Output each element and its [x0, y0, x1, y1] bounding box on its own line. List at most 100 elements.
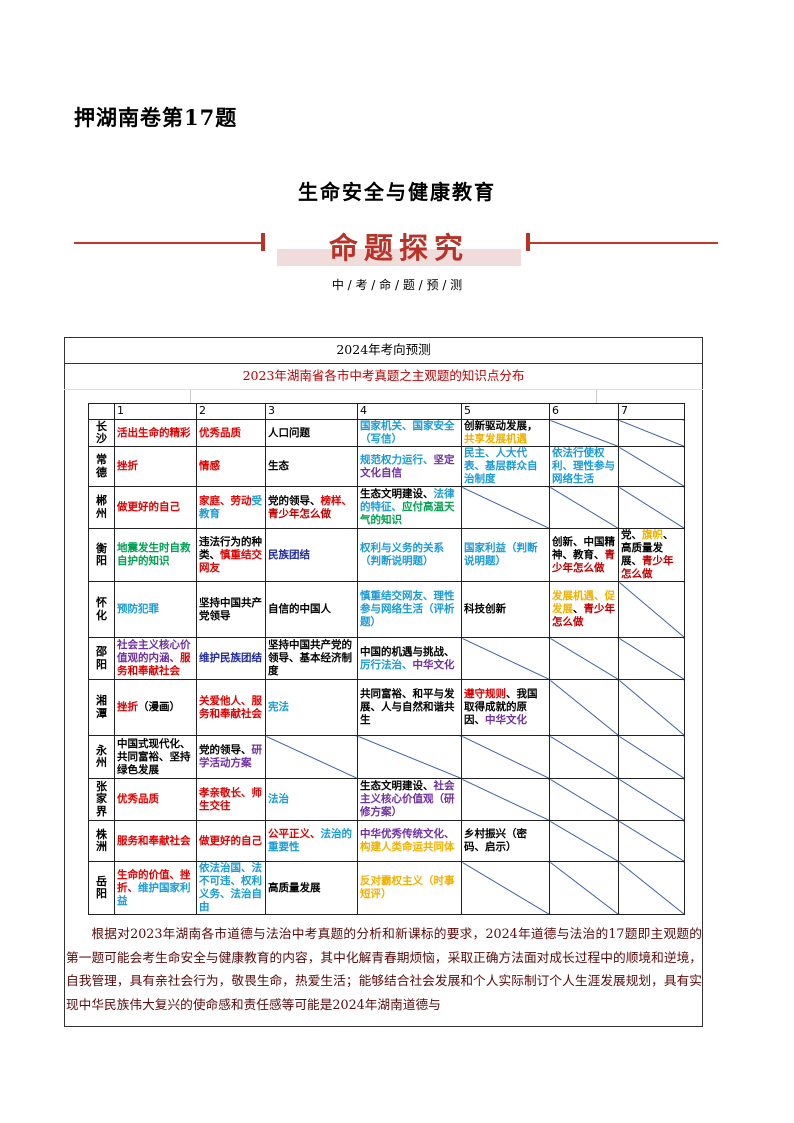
- column-header: 2: [196, 403, 266, 420]
- column-header: 3: [265, 403, 358, 420]
- empty-cell: [618, 637, 685, 680]
- topic-text: 生态文明建设、: [360, 488, 434, 500]
- topic-cell: 关爱他人、服务和奉献社会: [196, 679, 266, 736]
- topic-text: 国家机关、国家安全（写信）: [360, 420, 455, 446]
- table-row: 郴州 做更好的自己 家庭、劳动受教育 党的领导、榜样、青少年怎么做 生态文明建设、法律的…: [88, 486, 685, 529]
- topic-text: 高质量发展: [268, 881, 321, 894]
- city-name: 岳阳: [95, 874, 107, 900]
- topic-text: 榜样、: [320, 494, 353, 507]
- topic-text: 公平正义、: [268, 828, 321, 840]
- topic-text: 慎重结交网友、理性参与网络生活（评析题）: [360, 590, 455, 628]
- topic-text: 民族团结: [268, 548, 310, 561]
- topic-cell: 优秀品质: [196, 419, 266, 447]
- topic-text: 反对霸权主义（时事短评）: [360, 875, 455, 900]
- empty-cell: [618, 486, 685, 529]
- topic-text: 共享发展机遇: [464, 433, 527, 445]
- topic-cell: 服务和奉献社会: [114, 820, 197, 862]
- empty-cell: [618, 581, 685, 638]
- topic-text: 优秀品质: [199, 426, 241, 439]
- topic-text: 党的领导、: [199, 744, 252, 756]
- city-name: 株洲: [95, 827, 107, 853]
- city-name: 湘潭: [95, 694, 107, 720]
- topic-text: 做更好的自己: [117, 501, 180, 513]
- topic-text: 中华文化: [412, 658, 455, 671]
- topic-text: 权利与义务的关系（判断说明题）: [360, 542, 444, 567]
- city-cell: 怀化: [88, 581, 115, 638]
- topic-text: 地震发生时自救自护的知识: [117, 542, 191, 567]
- topic-text: 青少年怎么做: [552, 603, 615, 628]
- column-header: 6: [549, 403, 619, 420]
- topic-text: 中国的机遇与挑战、: [360, 645, 455, 658]
- topic-text: 家庭、劳动: [199, 494, 252, 507]
- banner-highlight: [277, 249, 521, 266]
- topic-text: 维护国家利益: [117, 881, 191, 907]
- topic-text: （漫画）: [138, 701, 180, 713]
- empty-cell: [618, 419, 685, 447]
- topic-text: 国家利益（判断说明题）: [464, 542, 538, 567]
- table-row: 株洲 服务和奉献社会 做更好的自己 公平正义、法治的重要性 中华优秀传统文化、构建人类命…: [88, 820, 685, 862]
- topic-text: 依法行使权利、理性参与网络生活: [552, 447, 615, 486]
- topic-cell: 中国式现代化、共同富裕、坚持绿色发展: [114, 735, 197, 779]
- topic-text: 受教育: [199, 494, 262, 520]
- empty-cell: [618, 778, 685, 821]
- topic-text: 中华文化: [485, 714, 527, 726]
- divider-tick-left: [261, 233, 265, 251]
- topic-text: 民主、人大代表、基层群众自治制度: [464, 447, 538, 486]
- knowledge-distribution-table: 1 2 3 4 5 6 7 长沙 活出生命的精彩 优秀品质 人口问题 国家机关、国家安全（写信） 创新驱…: [88, 403, 685, 915]
- topic-cell: 地震发生时自救自护的知识: [114, 528, 197, 582]
- city-name: 常德: [95, 453, 107, 479]
- topic-cell: 人口问题: [265, 419, 358, 447]
- topic-text: 共同富裕、和平与发展、人与自然和谐共生: [360, 688, 455, 726]
- table-row: 永州 中国式现代化、共同富裕、坚持绿色发展 党的领导、研学活动方案: [88, 735, 685, 779]
- topic-cell: 中华优秀传统文化、构建人类命运共同体: [357, 820, 462, 862]
- topic-cell: 党的领导、榜样、青少年怎么做: [265, 486, 358, 529]
- table-row: 张家界 优秀品质 孝亲敬长、师生交往 法治 生态文明建设、社会主义核心价值观（研修方案）: [88, 778, 685, 821]
- topic-cell: 孝亲敬长、师生交往: [196, 778, 266, 821]
- topic-text: 科技创新: [464, 603, 506, 615]
- topic-text: 、: [573, 603, 584, 615]
- topic-cell: 国家机关、国家安全（写信）: [357, 419, 462, 447]
- column-header: [88, 403, 115, 420]
- empty-cell: [549, 778, 619, 821]
- divider-tick-right: [526, 233, 530, 251]
- topic-cell: 民族团结: [265, 528, 358, 582]
- column-header: 4: [357, 403, 462, 420]
- topic-cell: 遵守规则、我国取得成就的原因、中华文化: [461, 679, 550, 736]
- topic-text: 慎重结交网友: [199, 548, 262, 574]
- topic-cell: 权利与义务的关系（判断说明题）: [357, 528, 462, 582]
- topic-cell: 做更好的自己: [114, 486, 197, 529]
- divider-left: [74, 242, 262, 244]
- topic-cell: 家庭、劳动受教育: [196, 486, 266, 529]
- prediction-box: [64, 337, 703, 1027]
- banner-title: 命题探究: [328, 231, 469, 265]
- city-cell: 株洲: [88, 820, 115, 862]
- topic-text: 构建人类命运共同体: [360, 841, 455, 853]
- city-cell: 岳阳: [88, 861, 115, 915]
- analysis-paragraph: 根据对2023年湖南各市道德与法治中考真题的分析和新课标的要求，2024年道德与…: [66, 926, 702, 1012]
- topic-cell: 公平正义、法治的重要性: [265, 820, 358, 862]
- topic-cell: 共同富裕、和平与发展、人与自然和谐共生: [357, 679, 462, 736]
- topic-text: 关爱他人、服务和奉献社会: [199, 694, 262, 720]
- topic-text: 挫折: [117, 701, 138, 713]
- topic-cell: 国家利益（判断说明题）: [461, 528, 550, 582]
- empty-cell: [461, 778, 550, 821]
- city-name: 怀化: [95, 596, 107, 622]
- empty-cell: [461, 637, 550, 680]
- topic-cell: 维护民族团结: [196, 637, 266, 680]
- topic-cell: 宪法: [265, 679, 358, 736]
- topic-text: 孝亲敬长、师生交往: [199, 786, 262, 812]
- empty-cell: [549, 820, 619, 862]
- topic-text: 自信的中国人: [268, 603, 331, 615]
- topic-cell: 社会主义核心价值观的内涵、服务和奉献社会: [114, 637, 197, 680]
- topic-cell: 创新、中国精神、教育、青少年怎么做: [549, 528, 619, 582]
- city-cell: 常德: [88, 446, 115, 487]
- topic-cell: 党的领导、研学活动方案: [196, 735, 266, 779]
- topic-cell: 创新驱动发展，共享发展机遇: [461, 419, 550, 447]
- topic-text: 情感: [199, 460, 220, 472]
- section-title: 生命安全与健康教育: [298, 180, 496, 204]
- table-row: 湘潭 挫折（漫画） 关爱他人、服务和奉献社会 宪法 共同富裕、和平与发展、人与自然和谐共…: [88, 679, 685, 736]
- topic-cell: 生命的价值、挫折、维护国家利益: [114, 861, 197, 915]
- table-row: 衡阳 地震发生时自救自护的知识 违法行为的种类、慎重结交网友 民族团结 权利与义务的关系…: [88, 528, 685, 582]
- divider-right: [530, 242, 718, 244]
- topic-text: 生态文明建设、: [360, 780, 434, 792]
